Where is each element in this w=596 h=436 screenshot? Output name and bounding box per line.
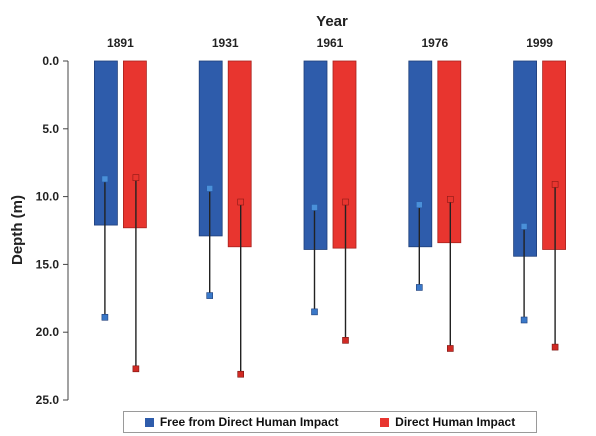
y-tick-label: 5.0 [42,122,59,136]
whisker-cap-top [342,198,349,206]
category-label: 1999 [526,36,553,50]
legend-item-free: Free from Direct Human Impact [144,415,339,429]
bar-free [408,60,433,248]
whisker-cap-top [520,223,528,230]
legend-label-impact: Direct Human Impact [395,415,516,429]
legend-swatch-impact [380,417,390,427]
whisker-cap-top [311,204,318,211]
bar-impact [123,60,147,229]
legend: Free from Direct Human Impact Direct Hum… [123,411,537,433]
whisker-cap-bottom [415,284,423,291]
bar-free [303,60,328,250]
chart-title: Year [316,13,348,30]
whisker-cap-top [415,201,423,209]
bar-impact [437,60,462,244]
whisker-cap-top [446,196,454,203]
whisker-cap-bottom [101,313,109,321]
y-tick-label: 25.0 [36,393,60,407]
bar-free [94,60,118,226]
whisker-cap-bottom [132,365,140,373]
y-tick-label: 0.0 [42,54,59,68]
whisker-cap-bottom [520,316,528,324]
whisker-cap-bottom [551,343,559,351]
bar-impact [542,60,566,250]
whisker-cap-bottom [446,345,454,352]
bar-impact [227,60,252,248]
whisker-cap-top [551,181,559,188]
whisker-cap-top [101,175,109,183]
whisker-cap-bottom [206,292,213,299]
category-label: 1891 [107,36,134,50]
y-tick-label: 15.0 [36,257,60,271]
whisker-cap-bottom [237,370,244,378]
legend-item-impact: Direct Human Impact [380,415,515,429]
y-axis-label: Depth (m) [9,195,26,265]
category-label: 1931 [212,36,239,50]
legend-label-free: Free from Direct Human Impact [159,415,339,429]
category-label: 1976 [421,36,448,50]
legend-swatch-free [144,417,154,427]
whisker-cap-top [132,174,140,181]
category-labels: 1891 1931 1961 1976 1999 [107,36,553,50]
whiskers [101,174,559,378]
whisker-cap-bottom [311,308,318,316]
y-tick-label: 20.0 [36,325,60,339]
category-label: 1961 [317,36,344,50]
whisker-cap-bottom [342,337,349,344]
whisker-cap-top [237,198,244,206]
bars [94,60,566,257]
bar-impact [332,60,357,249]
whisker-cap-top [206,185,213,192]
bar-free [513,60,537,257]
y-tick-label: 10.0 [36,190,60,204]
bar-free [198,60,223,237]
y-axis: 0.0 5.0 10.0 15.0 20.0 25.0 [36,54,69,407]
